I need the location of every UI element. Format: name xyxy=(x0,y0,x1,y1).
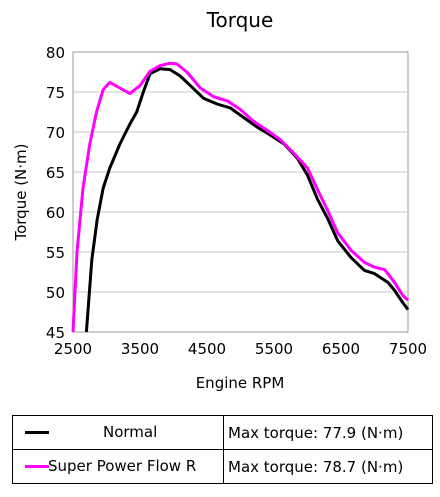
y-tick-label: 70 xyxy=(46,124,65,142)
legend-series-cell: Super Power Flow R xyxy=(12,449,224,484)
legend-table: Normal Max torque: 77.9 (N·m) Super Powe… xyxy=(12,415,433,484)
y-tick-label: 50 xyxy=(46,284,65,302)
x-tick-label: 4500 xyxy=(188,340,226,358)
plot-area xyxy=(72,51,409,333)
x-tick-labels: 2500 3500 4500 5500 6500 7500 xyxy=(54,340,427,358)
y-tick-label: 45 xyxy=(46,324,65,342)
legend-row-spf: Super Power Flow R Max torque: 78.7 (N·m… xyxy=(12,449,433,484)
series-line-normal xyxy=(84,67,410,333)
legend-series-cell: Normal xyxy=(12,415,224,450)
x-tick-label: 3500 xyxy=(121,340,159,358)
spf-line-swatch xyxy=(25,465,49,468)
y-tick-labels: 45 50 55 60 65 70 75 80 xyxy=(46,44,65,342)
series-lines xyxy=(71,61,410,333)
normal-line-swatch xyxy=(25,431,49,434)
legend-label-spf: Super Power Flow R xyxy=(48,457,197,475)
torque-chart: Torque 45 50 55 60 65 70 75 80 2500 3500 4500 5500… xyxy=(12,8,427,392)
x-tick-label: 2500 xyxy=(54,340,92,358)
x-tick-label: 6500 xyxy=(322,340,360,358)
x-tick-label: 5500 xyxy=(255,340,293,358)
legend-label-normal: Normal xyxy=(103,423,158,441)
legend-row-normal: Normal Max torque: 77.9 (N·m) xyxy=(12,415,433,450)
y-tick-label: 75 xyxy=(46,84,65,102)
x-tick-label: 7500 xyxy=(389,340,427,358)
y-axis-label: Torque (N·m) xyxy=(12,143,30,241)
y-tick-label: 80 xyxy=(46,44,65,62)
legend-max-normal: Max torque: 77.9 (N·m) xyxy=(223,415,433,450)
y-tick-label: 60 xyxy=(46,204,65,222)
chart-title: Torque xyxy=(206,8,274,32)
legend-max-spf: Max torque: 78.7 (N·m) xyxy=(223,449,433,484)
series-line-super-power-flow-r xyxy=(71,61,409,333)
x-axis-label: Engine RPM xyxy=(196,374,285,392)
y-tick-label: 65 xyxy=(46,164,65,182)
y-tick-label: 55 xyxy=(46,244,65,262)
